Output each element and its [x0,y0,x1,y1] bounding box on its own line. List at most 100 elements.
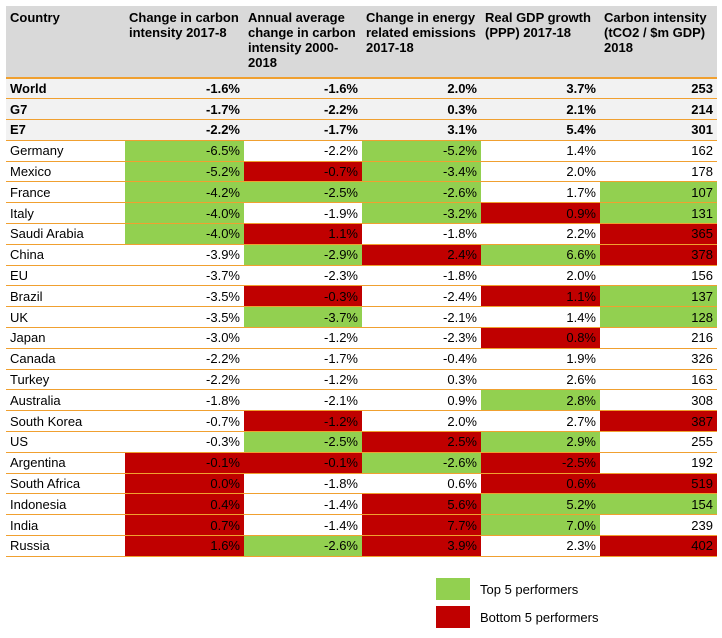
value-cell: 1.1% [244,223,362,245]
value-cell: 0.7% [125,514,244,537]
value-cell: -0.3% [125,431,244,453]
value-cell: 1.4% [481,306,600,329]
value-cell: -1.7% [125,98,244,121]
value-cell: 2.5% [362,431,481,453]
country-cell: Germany [6,140,125,162]
table-row: EU -3.7% -2.3% -1.8% 2.0% 156 [6,265,717,287]
value-cell: -1.8% [362,265,481,287]
table-row: Italy -4.0% -1.9% -3.2% 0.9% 131 [6,202,717,225]
table-row: Saudi Arabia -4.0% 1.1% -1.8% 2.2% 365 [6,223,717,245]
table-row: Brazil -3.5% -0.3% -2.4% 1.1% 137 [6,285,717,308]
value-cell: -3.5% [125,285,244,308]
value-cell: -1.9% [244,202,362,225]
value-cell: 365 [600,223,717,245]
table-row: US -0.3% -2.5% 2.5% 2.9% 255 [6,431,717,453]
value-cell: 162 [600,140,717,162]
legend-label-bottom: Bottom 5 performers [480,609,599,625]
value-cell: 178 [600,161,717,183]
value-cell: 2.0% [362,410,481,433]
table-row: UK -3.5% -3.7% -2.1% 1.4% 128 [6,306,717,329]
value-cell: -2.2% [125,348,244,370]
value-cell: 0.9% [481,202,600,225]
value-cell: 1.1% [481,285,600,308]
value-cell: 0.0% [125,473,244,495]
value-cell: 2.6% [481,369,600,391]
country-cell: UK [6,306,125,329]
value-cell: -1.8% [362,223,481,245]
country-cell: France [6,181,125,204]
table-row: India 0.7% -1.4% 7.7% 7.0% 239 [6,514,717,537]
value-cell: 5.6% [362,493,481,516]
table-row: Japan -3.0% -1.2% -2.3% 0.8% 216 [6,327,717,349]
value-cell: -3.9% [125,244,244,266]
header-row: Country Change in carbon intensity 2017-… [6,6,717,79]
value-cell: -1.7% [244,348,362,370]
table-body: World -1.6% -1.6% 2.0% 3.7% 253 G7 -1.7% -2.2% 0.… [6,78,717,557]
country-cell: Australia [6,389,125,412]
value-cell: 216 [600,327,717,349]
table-row: E7 -2.2% -1.7% 3.1% 5.4% 301 [6,119,717,141]
value-cell: 5.2% [481,493,600,516]
table-row: China -3.9% -2.9% 2.4% 6.6% 378 [6,244,717,266]
value-cell: -0.7% [125,410,244,433]
legend-label-top: Top 5 performers [480,581,579,597]
value-cell: 402 [600,535,717,557]
table-row: France -4.2% -2.5% -2.6% 1.7% 107 [6,181,717,204]
header-change-energy-emissions: Change in energy related emissions 2017-… [362,6,481,79]
value-cell: 1.7% [481,181,600,204]
value-cell: 7.0% [481,514,600,537]
value-cell: -2.5% [244,431,362,453]
country-cell: Argentina [6,452,125,474]
value-cell: 137 [600,285,717,308]
value-cell: 326 [600,348,717,370]
value-cell: -1.2% [244,327,362,349]
value-cell: 2.0% [481,161,600,183]
value-cell: -4.2% [125,181,244,204]
country-cell: US [6,431,125,453]
table-row: Mexico -5.2% -0.7% -3.4% 2.0% 178 [6,161,717,183]
value-cell: -2.2% [244,98,362,121]
value-cell: -3.7% [244,306,362,329]
country-cell: Brazil [6,285,125,308]
value-cell: -2.6% [244,535,362,557]
value-cell: 2.2% [481,223,600,245]
value-cell: 2.0% [481,265,600,287]
country-cell: South Korea [6,410,125,433]
value-cell: 2.0% [362,78,481,100]
country-cell: EU [6,265,125,287]
value-cell: -0.3% [244,285,362,308]
legend-item-top: Top 5 performers [436,578,578,600]
value-cell: 0.6% [362,473,481,495]
table-row: G7 -1.7% -2.2% 0.3% 2.1% 214 [6,98,717,121]
value-cell: 154 [600,493,717,516]
value-cell: -3.7% [125,265,244,287]
value-cell: -2.3% [244,265,362,287]
value-cell: -1.7% [244,119,362,141]
value-cell: 1.6% [125,535,244,557]
value-cell: -2.2% [244,140,362,162]
value-cell: -2.1% [362,306,481,329]
value-cell: -5.2% [125,161,244,183]
value-cell: 163 [600,369,717,391]
country-cell: South Africa [6,473,125,495]
value-cell: 2.8% [481,389,600,412]
table-row: Canada -2.2% -1.7% -0.4% 1.9% 326 [6,348,717,370]
table-row: Australia -1.8% -2.1% 0.9% 2.8% 308 [6,389,717,412]
header-country: Country [6,6,125,79]
carbon-intensity-table-wrapper: Country Change in carbon intensity 2017-… [6,6,717,557]
value-cell: -1.8% [125,389,244,412]
value-cell: 3.1% [362,119,481,141]
value-cell: -1.6% [125,78,244,100]
value-cell: 156 [600,265,717,287]
value-cell: 1.9% [481,348,600,370]
value-cell: -2.5% [244,181,362,204]
value-cell: 3.7% [481,78,600,100]
country-cell: China [6,244,125,266]
value-cell: 0.4% [125,493,244,516]
value-cell: 253 [600,78,717,100]
value-cell: 3.9% [362,535,481,557]
value-cell: -3.5% [125,306,244,329]
value-cell: 2.4% [362,244,481,266]
value-cell: -4.0% [125,223,244,245]
value-cell: -2.3% [362,327,481,349]
